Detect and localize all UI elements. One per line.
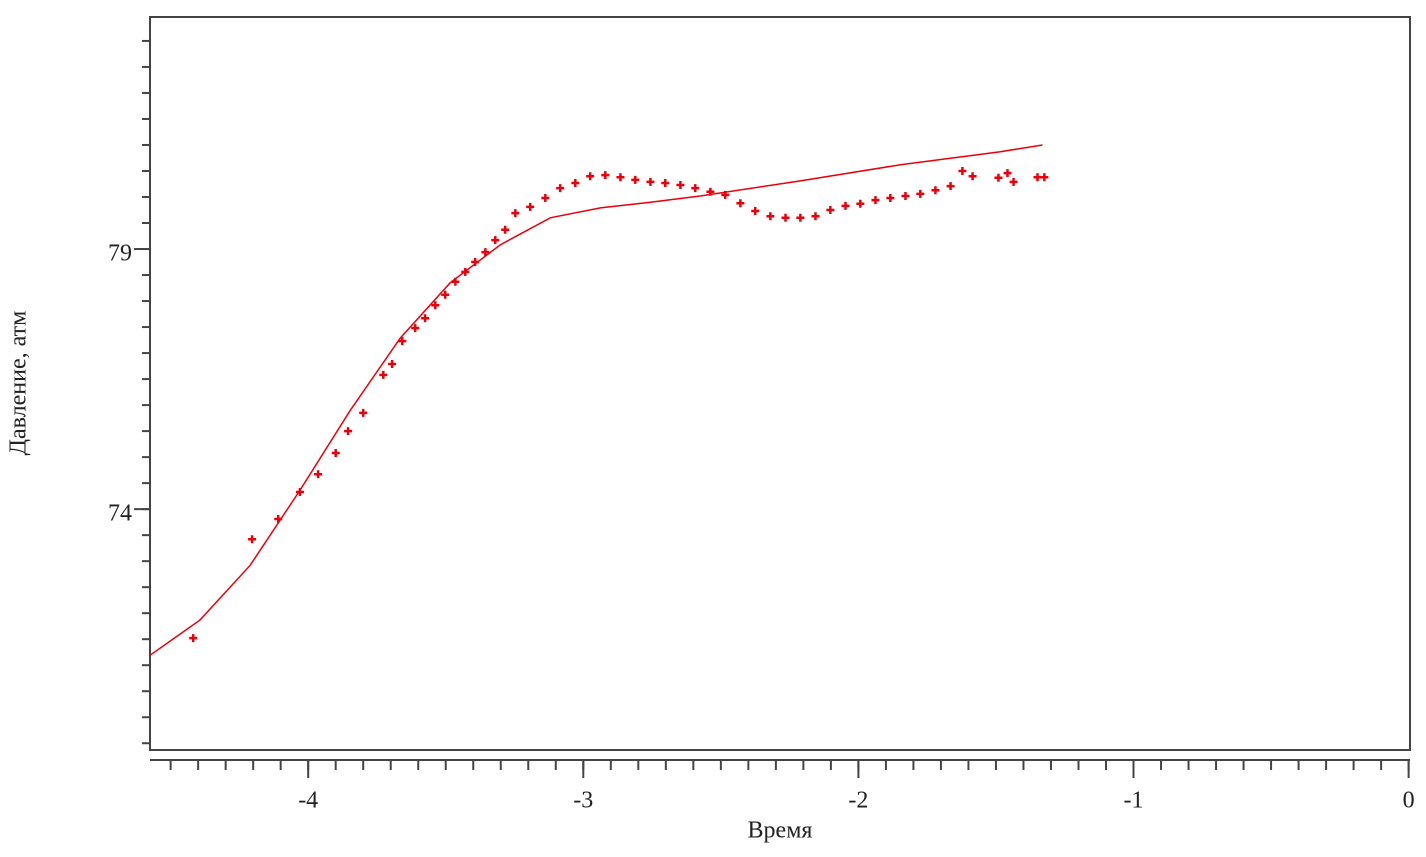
data-point xyxy=(796,213,805,222)
data-point xyxy=(1040,173,1049,182)
data-point xyxy=(1003,169,1012,178)
data-point xyxy=(359,408,368,417)
plot-frame xyxy=(149,16,1411,751)
data-point xyxy=(601,171,610,180)
x-tick-label: -1 xyxy=(1124,788,1144,814)
data-point xyxy=(994,173,1003,182)
data-point xyxy=(781,213,790,222)
data-point xyxy=(491,236,500,245)
data-point xyxy=(526,202,535,211)
data-point xyxy=(344,427,353,436)
data-point xyxy=(189,634,198,643)
fit-line xyxy=(149,144,1043,656)
y-tick-label: 79 xyxy=(108,241,132,267)
data-point xyxy=(931,186,940,195)
data-point xyxy=(886,194,895,203)
data-point xyxy=(556,184,565,193)
data-point xyxy=(314,470,323,479)
data-point xyxy=(379,370,388,379)
data-point xyxy=(958,166,967,175)
data-point xyxy=(841,201,850,210)
data-point xyxy=(388,359,397,368)
data-point xyxy=(411,324,420,333)
data-point xyxy=(511,209,520,218)
data-point xyxy=(631,175,640,184)
data-point xyxy=(331,448,340,457)
data-point xyxy=(901,191,910,200)
data-point xyxy=(691,184,700,193)
data-point xyxy=(811,212,820,221)
data-point xyxy=(826,206,835,215)
x-tick-label: -2 xyxy=(848,788,868,814)
x-tick-label: 0 xyxy=(1403,788,1415,814)
data-point xyxy=(1033,173,1042,182)
y-tick-label: 74 xyxy=(108,501,132,527)
data-point xyxy=(541,194,550,203)
data-point xyxy=(751,207,760,216)
data-point xyxy=(1009,177,1018,186)
data-point xyxy=(856,199,865,208)
data-point xyxy=(946,182,955,191)
data-point xyxy=(571,178,580,187)
data-point xyxy=(766,212,775,221)
y-axis-label: Давление, атм xyxy=(6,311,32,456)
data-point xyxy=(431,301,440,310)
data-point xyxy=(661,178,670,187)
x-axis-label: Время xyxy=(748,818,813,844)
data-point xyxy=(481,248,490,257)
data-point xyxy=(736,199,745,208)
data-point xyxy=(586,172,595,181)
data-point xyxy=(248,535,257,544)
data-point xyxy=(441,290,450,299)
data-point xyxy=(421,314,430,323)
x-tick-label: -4 xyxy=(298,788,318,814)
data-point xyxy=(501,225,510,234)
data-point xyxy=(646,177,655,186)
data-point xyxy=(676,181,685,190)
x-tick-label: -3 xyxy=(573,788,593,814)
data-point xyxy=(616,173,625,182)
data-point xyxy=(871,196,880,205)
data-point xyxy=(968,172,977,181)
data-point xyxy=(398,337,407,346)
data-point xyxy=(916,189,925,198)
